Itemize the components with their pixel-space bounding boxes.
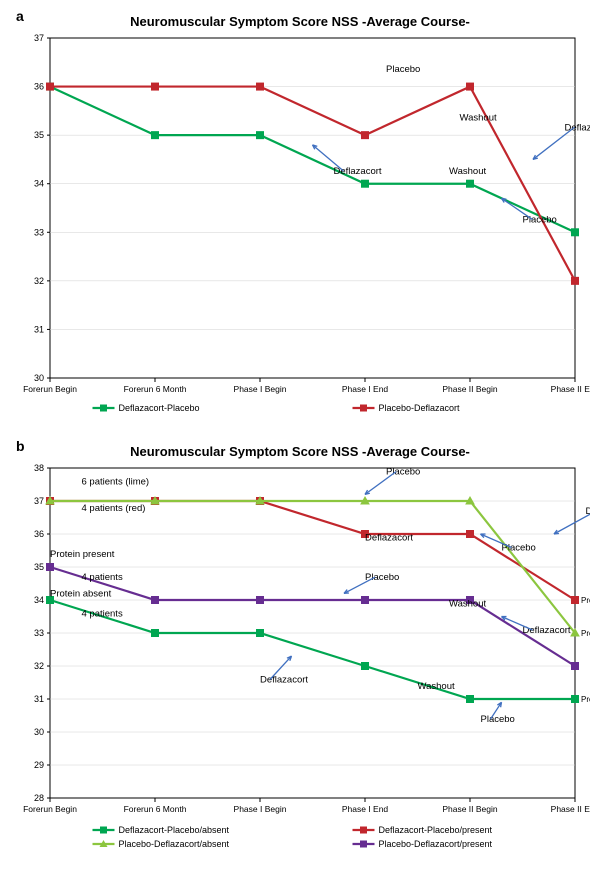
svg-text:Washout: Washout: [460, 113, 497, 124]
svg-text:28: 28: [34, 793, 44, 803]
svg-text:35: 35: [34, 130, 44, 140]
svg-text:Washout: Washout: [418, 681, 455, 692]
chart-b: Neuromuscular Symptom Score NSS -Average…: [10, 438, 590, 868]
svg-text:4 patients: 4 patients: [82, 572, 123, 583]
svg-text:Protein absent: Protein absent: [581, 695, 590, 704]
svg-text:Placebo-Deflazacort/present: Placebo-Deflazacort/present: [379, 839, 493, 849]
svg-text:38: 38: [34, 463, 44, 473]
svg-text:Forerun Begin: Forerun Begin: [23, 804, 77, 814]
svg-text:Protein present: Protein present: [50, 549, 115, 560]
chart-a: Neuromuscular Symptom Score NSS -Average…: [10, 8, 590, 428]
svg-text:Placebo-Deflazacort/absent: Placebo-Deflazacort/absent: [119, 839, 230, 849]
svg-text:35: 35: [34, 562, 44, 572]
svg-text:Forerun 6 Month: Forerun 6 Month: [124, 804, 187, 814]
svg-text:Forerun Begin: Forerun Begin: [23, 384, 77, 394]
svg-text:Phase II End: Phase II End: [551, 804, 590, 814]
svg-text:Placebo: Placebo: [502, 543, 536, 554]
svg-text:34: 34: [34, 179, 44, 189]
svg-text:Placebo: Placebo: [481, 714, 515, 725]
svg-text:33: 33: [34, 227, 44, 237]
svg-text:36: 36: [34, 529, 44, 539]
svg-text:Protein absent: Protein absent: [581, 629, 590, 638]
svg-text:36: 36: [34, 82, 44, 92]
svg-text:Phase II Begin: Phase II Begin: [442, 384, 498, 394]
svg-text:32: 32: [34, 661, 44, 671]
svg-text:Placebo-Deflazacort: Placebo-Deflazacort: [379, 403, 461, 413]
svg-text:Placebo: Placebo: [365, 572, 399, 583]
svg-text:33: 33: [34, 628, 44, 638]
svg-text:Protein present: Protein present: [581, 596, 590, 605]
svg-text:32: 32: [34, 276, 44, 286]
svg-text:Washout: Washout: [449, 166, 486, 177]
svg-text:29: 29: [34, 760, 44, 770]
svg-text:Deflazacort: Deflazacort: [365, 533, 413, 544]
svg-text:Deflazacort-Placebo/present: Deflazacort-Placebo/present: [379, 825, 493, 835]
svg-text:31: 31: [34, 694, 44, 704]
svg-text:30: 30: [34, 373, 44, 383]
svg-text:37: 37: [34, 496, 44, 506]
svg-text:6 patients (lime): 6 patients (lime): [82, 477, 150, 488]
svg-text:Deflazacort: Deflazacort: [260, 675, 308, 686]
svg-text:Protein absent: Protein absent: [50, 589, 112, 600]
svg-text:Forerun 6 Month: Forerun 6 Month: [124, 384, 187, 394]
svg-text:Phase I Begin: Phase I Begin: [234, 804, 287, 814]
svg-text:Neuromuscular Symptom Score NS: Neuromuscular Symptom Score NSS -Average…: [130, 14, 470, 29]
svg-text:37: 37: [34, 33, 44, 43]
svg-text:Deflazacort: Deflazacort: [334, 166, 382, 177]
svg-text:Washout: Washout: [449, 599, 486, 610]
svg-text:Phase I End: Phase I End: [342, 384, 389, 394]
svg-text:Neuromuscular Symptom Score NS: Neuromuscular Symptom Score NSS -Average…: [130, 444, 470, 459]
svg-text:31: 31: [34, 324, 44, 334]
svg-text:Deflazacort: Deflazacort: [523, 625, 571, 636]
svg-text:4 patients (red): 4 patients (red): [82, 503, 146, 514]
svg-text:Phase I End: Phase I End: [342, 804, 389, 814]
svg-text:Deflazacort-Placebo: Deflazacort-Placebo: [119, 403, 200, 413]
svg-text:34: 34: [34, 595, 44, 605]
svg-text:Phase II End: Phase II End: [551, 384, 590, 394]
svg-text:Phase II Begin: Phase II Begin: [442, 804, 498, 814]
svg-text:4 patients: 4 patients: [82, 609, 123, 620]
svg-text:30: 30: [34, 727, 44, 737]
svg-text:Deflazacort-Placebo/absent: Deflazacort-Placebo/absent: [119, 825, 230, 835]
svg-text:Phase I Begin: Phase I Begin: [234, 384, 287, 394]
svg-text:Placebo: Placebo: [386, 64, 420, 75]
